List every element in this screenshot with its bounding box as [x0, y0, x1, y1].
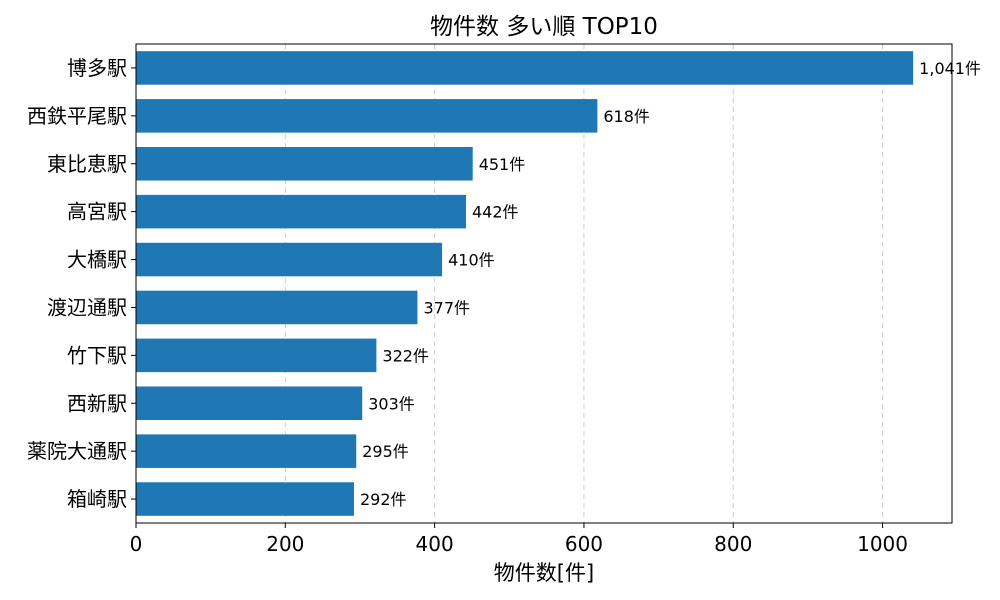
y-tick-label: 薬院大通駅	[27, 439, 127, 463]
bar	[136, 482, 354, 516]
bar	[136, 146, 473, 181]
y-tick-label: 東比恵駅	[47, 152, 127, 176]
bar	[136, 434, 357, 468]
bar	[136, 338, 377, 373]
bar	[136, 242, 443, 277]
bar-value-label: 410件	[448, 251, 495, 270]
bar	[136, 99, 598, 133]
bar-value-label: 451件	[479, 155, 526, 174]
y-tick-label: 西新駅	[67, 391, 127, 415]
bar-value-label: 303件	[368, 394, 415, 413]
bar-value-label: 295件	[362, 442, 409, 461]
x-tick-label: 600	[565, 532, 603, 556]
bar-value-label: 442件	[472, 203, 519, 222]
x-tick-label: 0	[130, 532, 143, 556]
y-tick-label: 渡辺通駅	[47, 295, 127, 319]
bar	[136, 386, 363, 421]
x-tick-label: 400	[416, 532, 454, 556]
x-tick-label: 800	[714, 532, 752, 556]
plot-frame	[135, 43, 953, 524]
x-axis-label: 物件数[件]	[494, 561, 594, 585]
bar-value-label: 377件	[423, 298, 470, 317]
value-labels: 1,041件 618件 451件 442件 410件 377件 322件 303件 295件 29…	[360, 59, 981, 509]
y-tick-label: 高宮駅	[67, 200, 127, 224]
bars	[136, 51, 914, 516]
y-tick-label: 竹下駅	[67, 343, 127, 367]
bar-value-label: 618件	[603, 107, 650, 126]
y-tick-label: 大橋駅	[67, 248, 127, 272]
bar	[136, 194, 466, 229]
bar-value-label: 1,041件	[919, 59, 981, 78]
y-tick-label: 博多駅	[67, 56, 127, 80]
bar-value-label: 292件	[360, 490, 407, 509]
bar-value-label: 322件	[382, 346, 429, 365]
chart-title: 物件数 多い順 TOP10	[430, 14, 658, 40]
x-tick-label: 1000	[857, 532, 908, 556]
x-tick-label: 200	[266, 532, 304, 556]
y-tick-label: 箱崎駅	[67, 487, 127, 511]
bar	[136, 51, 914, 85]
bar	[136, 290, 418, 325]
y-tick-label: 西鉄平尾駅	[27, 104, 127, 128]
x-tick-labels: 0 200 400 600 800 1000	[130, 523, 908, 556]
